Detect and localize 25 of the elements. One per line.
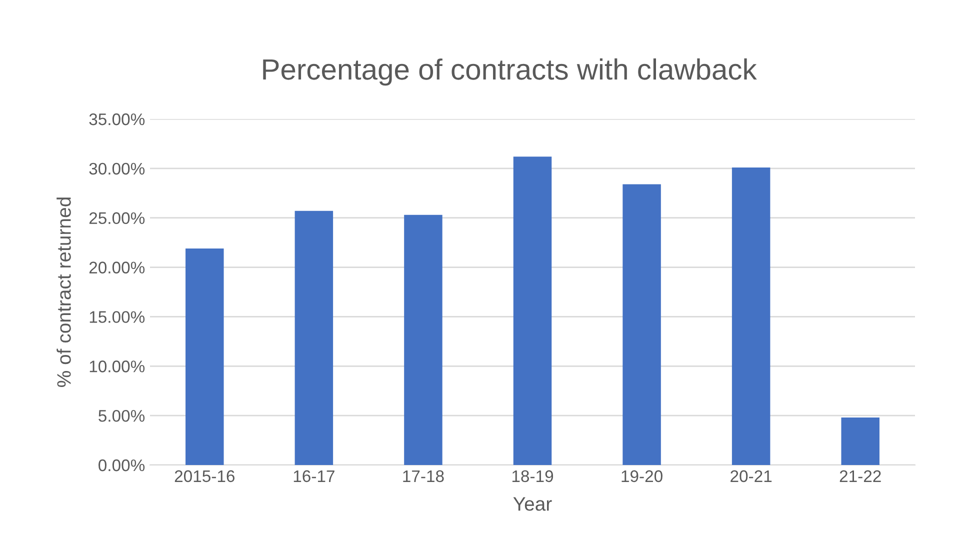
x-tick-label: 18-19: [512, 470, 554, 482]
x-tick-label: 20-21: [730, 470, 772, 482]
bar: [841, 418, 880, 465]
y-tick-label: 15.00%: [90, 311, 145, 323]
bar: [186, 248, 224, 465]
x-tick-label: 21-22: [840, 470, 881, 482]
bar: [513, 156, 552, 465]
bar: [294, 210, 334, 465]
x-tick-label: 17-18: [403, 470, 444, 482]
y-tick-label: 35.00%: [89, 113, 145, 126]
x-tick-label: 16-17: [294, 470, 334, 482]
x-axis-title: Year: [513, 497, 552, 511]
y-tick-label: 20.00%: [89, 262, 145, 274]
bar: [622, 184, 661, 465]
chart-title: Percentage of contracts with clawback: [263, 58, 757, 86]
y-tick-label: 30.00%: [89, 162, 145, 175]
x-tick-label: 2015-16: [174, 470, 234, 482]
x-tick-label: 19-20: [622, 470, 662, 482]
y-tick-label: 0.00%: [98, 459, 145, 472]
y-tick-label: 25.00%: [89, 212, 145, 224]
y-tick-label: 10.00%: [90, 360, 145, 372]
y-tick-label: 5.00%: [98, 410, 145, 422]
y-axis-title: % of contract returned: [56, 198, 71, 387]
bar: [404, 214, 442, 465]
bar: [732, 167, 770, 465]
